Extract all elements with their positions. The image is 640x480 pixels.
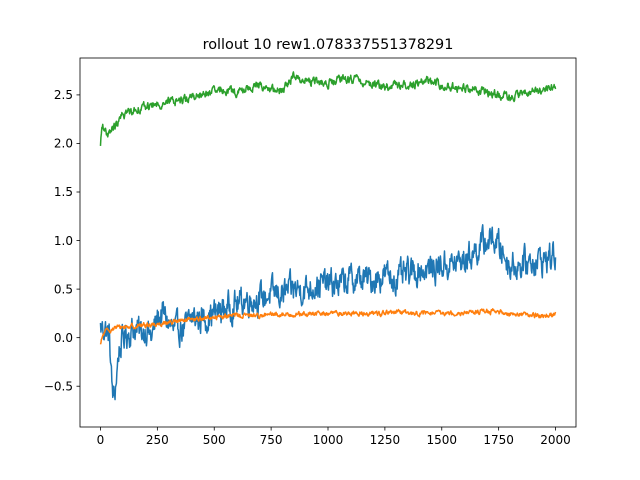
series-line-2 (99, 308, 557, 345)
x-tick-label: 1500 (426, 433, 457, 447)
y-tick-label: 2.0 (54, 137, 73, 151)
x-tick-label: 2000 (540, 433, 571, 447)
x-tick-label: 1750 (483, 433, 514, 447)
x-tick-label: 1250 (370, 433, 401, 447)
x-tick-label: 500 (203, 433, 226, 447)
y-tick-label: 1.5 (54, 185, 73, 199)
x-tick-label: 1000 (313, 433, 344, 447)
y-tick-label: 0.5 (54, 282, 73, 296)
chart-title: rollout 10 rew1.078337551378291 (203, 37, 454, 53)
x-tick-label: 0 (97, 433, 105, 447)
x-tick-label: 750 (260, 433, 283, 447)
y-tick-label: −0.5 (44, 379, 73, 393)
y-tick-label: 2.5 (54, 88, 73, 102)
series-line-1 (99, 224, 557, 401)
x-tick-label: 250 (146, 433, 169, 447)
y-tick-label: 1.0 (54, 234, 73, 248)
y-tick-label: 0.0 (54, 331, 73, 345)
series-line-3 (99, 71, 557, 146)
